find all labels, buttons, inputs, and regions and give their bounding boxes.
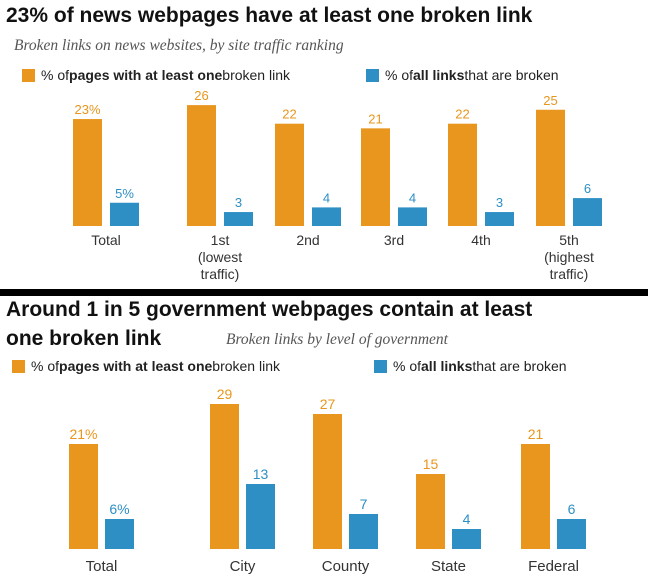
chart-title: 23% of news webpages have at least one b… (6, 4, 533, 27)
category-label: State (431, 558, 466, 575)
data-label-links: 4 (409, 190, 416, 205)
data-label-pages: 27 (320, 396, 336, 412)
bar-links-broken (246, 484, 275, 549)
data-label-pages: 23% (74, 102, 100, 117)
category-label: traffic) (201, 266, 240, 282)
data-label-links: 4 (463, 511, 471, 527)
legend-swatch-orange (22, 68, 35, 82)
bar-pages-broken (275, 123, 304, 226)
data-label-pages: 29 (217, 386, 233, 402)
bar-pages-broken (416, 474, 445, 549)
legend-text: that are broken (464, 67, 559, 83)
category-label: 1st (211, 232, 230, 248)
bar-links-broken (485, 212, 514, 226)
bar-links-broken (573, 198, 602, 226)
news-bar-chart: 23%5%Total2631st(lowesttraffic)2242nd214… (73, 88, 602, 282)
category-label: County (322, 558, 370, 575)
bar-links-broken (110, 202, 139, 226)
category-label: traffic) (550, 266, 589, 282)
legend-item-pages: % of pages with at least one broken link (12, 358, 280, 374)
data-label-pages: 15 (423, 456, 439, 472)
legend-item-links: % of all links that are broken (374, 358, 567, 374)
category-label: Total (86, 558, 118, 575)
data-label-pages: 26 (194, 88, 208, 103)
category-label: 5th (559, 232, 578, 248)
legend-text-bold: pages with at least one (69, 67, 223, 83)
data-label-pages: 22 (455, 107, 469, 122)
data-label-pages: 21% (69, 426, 97, 442)
legend-swatch-blue (366, 68, 379, 82)
legend-text: % of (41, 67, 70, 83)
bar-links-broken (452, 529, 481, 549)
data-label-links: 3 (235, 195, 242, 210)
bar-pages-broken (210, 404, 239, 549)
bar-links-broken (224, 212, 253, 226)
legend-item-pages: % of pages with at least one broken link (22, 67, 290, 83)
legend-text: broken link (222, 67, 290, 83)
data-label-links: 6 (568, 501, 576, 517)
bar-pages-broken (521, 444, 550, 549)
category-label: Federal (528, 558, 579, 575)
bar-pages-broken (448, 123, 477, 226)
chart-title-line-1: Around 1 in 5 government webpages contai… (6, 298, 533, 321)
data-label-links: 5% (115, 186, 134, 201)
legend-text: broken link (212, 358, 280, 374)
bar-links-broken (312, 207, 341, 226)
bar-links-broken (557, 519, 586, 549)
data-label-links: 7 (360, 496, 368, 512)
bar-pages-broken (536, 109, 565, 226)
category-label: (highest (544, 249, 594, 265)
government-bar-chart: 21% 6% Total 29 13 City 27 7 County 15 4 State 21 6 Fe… (69, 386, 586, 575)
bar-pages-broken (313, 414, 342, 549)
bar-links-broken (398, 207, 427, 226)
category-label: 2nd (296, 232, 319, 248)
data-label-pages: 21 (528, 426, 544, 442)
chart-subtitle: Broken links by level of government (226, 331, 448, 348)
legend-text: % of (385, 67, 414, 83)
data-label-pages: 22 (282, 107, 296, 122)
data-label-links: 4 (323, 190, 330, 205)
bar-pages-broken (361, 128, 390, 226)
legend-text-bold: all links (413, 67, 465, 83)
legend-swatch-orange (12, 359, 25, 373)
panel-divider (0, 289, 648, 296)
chart-title-line-2: one broken link (6, 327, 162, 350)
legend-text: % of (393, 358, 422, 374)
legend-item-links: % of all links that are broken (366, 67, 559, 83)
data-label-pages: 21 (368, 111, 382, 126)
data-label-links: 13 (253, 466, 269, 482)
chart-subtitle: Broken links on news websites, by site t… (14, 37, 344, 54)
legend-text-bold: pages with at least one (59, 358, 213, 374)
data-label-links: 6 (584, 181, 591, 196)
legend-swatch-blue (374, 359, 387, 373)
category-label: 4th (471, 232, 490, 248)
government-chart-panel: Around 1 in 5 government webpages contai… (0, 296, 648, 583)
news-chart-panel: 23% of news webpages have at least one b… (0, 0, 648, 290)
bar-links-broken (349, 514, 378, 549)
legend-text: % of (31, 358, 60, 374)
category-label: 3rd (384, 232, 404, 248)
data-label-links: 6% (109, 501, 129, 517)
category-label: (lowest (198, 249, 242, 265)
data-label-pages: 25 (543, 93, 557, 108)
bar-pages-broken (73, 119, 102, 226)
data-label-links: 3 (496, 195, 503, 210)
bar-pages-broken (187, 105, 216, 226)
bar-links-broken (105, 519, 134, 549)
category-label: Total (91, 232, 121, 248)
category-label: City (230, 558, 256, 575)
legend-text-bold: all links (421, 358, 473, 374)
legend-text: that are broken (472, 358, 567, 374)
bar-pages-broken (69, 444, 98, 549)
